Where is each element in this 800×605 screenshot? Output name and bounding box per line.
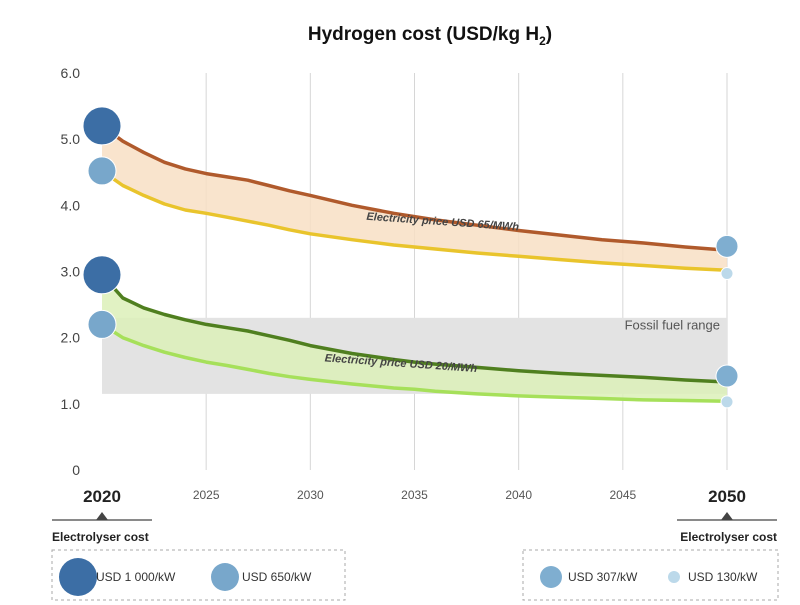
legend-right-title: Electrolyser cost <box>680 530 777 544</box>
y-tick-label-6.0: 6.0 <box>61 65 81 81</box>
y-tick-label-2.0: 2.0 <box>61 330 81 346</box>
year-pointer-triangle-0 <box>96 512 108 520</box>
band-fill-0 <box>102 125 727 271</box>
legend-right-swatch-1 <box>668 571 680 583</box>
fossil-fuel-range-label: Fossil fuel range <box>625 318 720 333</box>
electrolyser-marker-6 <box>715 364 739 388</box>
band-lower-line-0 <box>100 169 728 272</box>
legend-left-swatch-0 <box>59 558 97 596</box>
band-upper-line-0 <box>100 124 728 253</box>
legend-left-title: Electrolyser cost <box>52 530 149 544</box>
electrolyser-marker-1 <box>87 156 117 186</box>
chart-title-close: ) <box>546 24 552 45</box>
legend-left-label-0: USD 1 000/kW <box>96 570 176 584</box>
x-tick-label-2050: 2050 <box>708 487 746 506</box>
electrolyser-marker-5 <box>720 266 734 280</box>
y-tick-label-5.0: 5.0 <box>61 131 81 147</box>
year-pointer-triangle-1 <box>721 512 733 520</box>
x-tick-label-2025: 2025 <box>193 488 220 502</box>
chart-title-subscript: 2 <box>539 34 546 48</box>
band-upper-line-1 <box>100 273 728 384</box>
y-tick-label-4.0: 4.0 <box>61 197 81 213</box>
legend-right-box <box>522 549 779 601</box>
electrolyser-marker-2 <box>82 255 122 295</box>
legend-left-box <box>51 549 346 601</box>
y-tick-label-3.0: 3.0 <box>61 264 81 280</box>
electrolyser-marker-4 <box>715 234 739 258</box>
chart-title-main: Hydrogen cost (USD/kg H <box>308 24 539 45</box>
legend-area: Electrolyser cost USD 1 000/kW USD 650/kW E… <box>51 530 779 601</box>
y-tick-label-0: 0 <box>72 462 80 478</box>
chart-title: Hydrogen cost (USD/kg H2) <box>308 24 552 48</box>
y-tick-label-1.0: 1.0 <box>61 396 81 412</box>
electrolyser-marker-3 <box>87 309 117 339</box>
x-tick-label-2020: 2020 <box>83 487 121 506</box>
x-tick-label-2030: 2030 <box>297 488 324 502</box>
band-fill-1 <box>102 274 727 402</box>
x-tick-label-2040: 2040 <box>505 488 532 502</box>
legend-right-label-0: USD 307/kW <box>568 570 638 584</box>
electrolyser-marker-0 <box>82 106 122 146</box>
band-lower-line-1 <box>101 322 728 403</box>
electrolyser-marker-7 <box>720 395 734 409</box>
legend-left-label-1: USD 650/kW <box>242 570 312 584</box>
legend-right-swatch-0 <box>540 566 562 588</box>
x-tick-label-2045: 2045 <box>609 488 636 502</box>
x-tick-label-2035: 2035 <box>401 488 428 502</box>
legend-left-swatch-1 <box>211 563 239 591</box>
legend-right-label-1: USD 130/kW <box>688 570 758 584</box>
